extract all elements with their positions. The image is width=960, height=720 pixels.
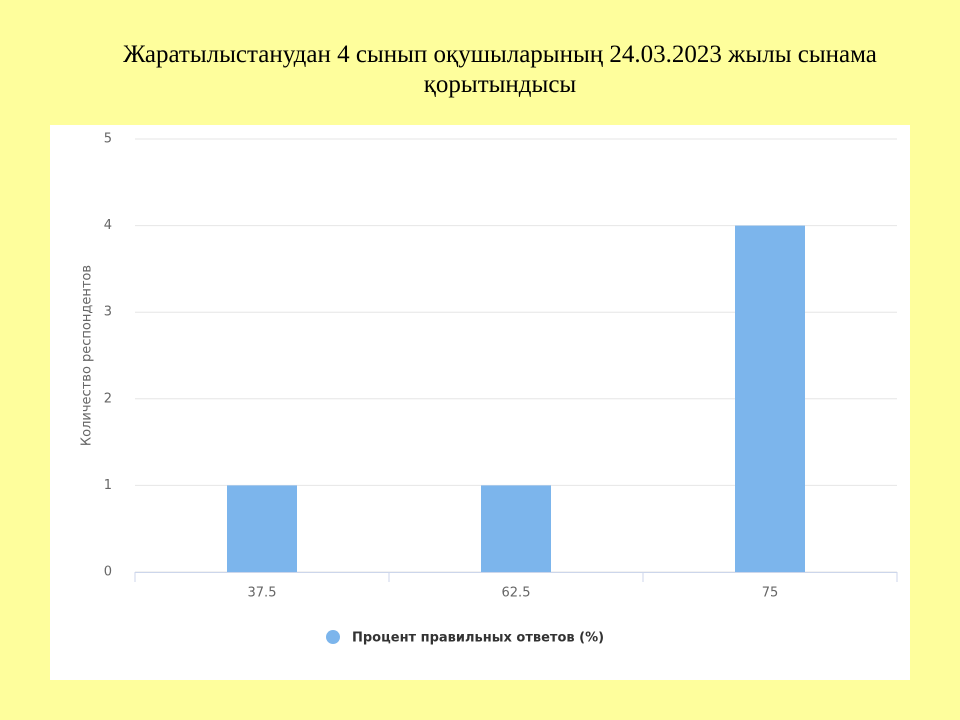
bar xyxy=(735,225,805,572)
legend-marker xyxy=(326,630,340,644)
y-tick-label: 4 xyxy=(104,218,112,233)
bar xyxy=(481,485,551,572)
y-axis-label: Количество респондентов xyxy=(80,265,95,446)
x-tick-label: 37.5 xyxy=(248,586,277,601)
y-tick-label: 0 xyxy=(104,565,112,580)
y-tick-label: 5 xyxy=(104,132,112,147)
chart-title: Жаратылыстанудан 4 сынып оқушыларының 24… xyxy=(123,41,877,98)
y-tick-label: 2 xyxy=(104,391,112,406)
y-tick-label: 3 xyxy=(104,305,112,320)
x-tick-label: 62.5 xyxy=(502,586,531,601)
x-tick-label: 75 xyxy=(762,586,779,601)
bar xyxy=(227,485,297,572)
y-tick-label: 1 xyxy=(104,478,112,493)
legend-label: Процент правильных ответов (%) xyxy=(352,631,604,646)
